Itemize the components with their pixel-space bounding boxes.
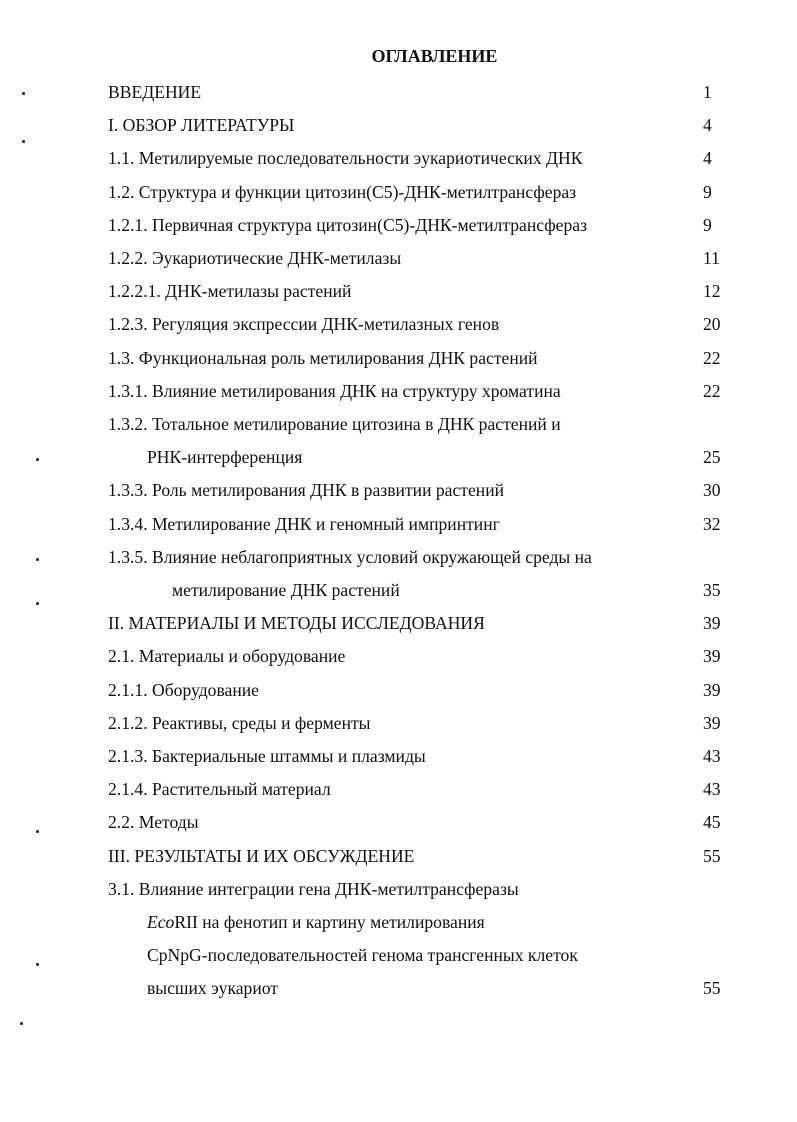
toc-entry: CpNpG-последовательностей генома трансге… bbox=[147, 943, 767, 967]
toc-page-number: 9 bbox=[703, 181, 712, 202]
page-title: ОГЛАВЛЕНИЕ bbox=[371, 46, 498, 66]
toc-entry-title: III. РЕЗУЛЬТАТЫ И ИХ ОБСУЖДЕНИЕ bbox=[108, 845, 415, 866]
toc-entry: 1.3.1. Влияние метилирования ДНК на стру… bbox=[108, 379, 728, 403]
scan-speck bbox=[22, 140, 25, 143]
toc-entry: 2.1.2. Реактивы, среды и ферменты bbox=[108, 711, 728, 735]
scan-speck bbox=[22, 92, 25, 95]
toc-entry: 2.1.1. Оборудование bbox=[108, 678, 728, 702]
toc-entry-title: РНК-интерференция bbox=[147, 447, 303, 468]
toc-page-number: 12 bbox=[703, 281, 721, 302]
toc-entry: I. ОБЗОР ЛИТЕРАТУРЫ bbox=[108, 113, 728, 137]
toc-entry: 1.3.3. Роль метилирования ДНК в развитии… bbox=[108, 478, 728, 502]
toc-entry-title: 1.2.2. Эукариотические ДНК-метилазы bbox=[108, 248, 402, 268]
toc-entry-title: 2.1. Материалы и оборудование bbox=[108, 646, 346, 667]
toc-entry: 1.3. Функциональная роль метилирования Д… bbox=[108, 346, 728, 370]
toc-entry: 1.3.2. Тотальное метилирование цитозина … bbox=[108, 412, 728, 436]
toc-entry-title: метилирование ДНК растений bbox=[172, 580, 400, 600]
toc-entry: 2.1.3. Бактериальные штаммы и плазмиды bbox=[108, 744, 728, 768]
scan-speck bbox=[36, 458, 39, 461]
toc-page-number: 39 bbox=[703, 613, 721, 634]
toc-entry-title: 1.2.2.1. ДНК-метилазы растений bbox=[108, 281, 352, 302]
toc-entry: 2.1. Материалы и оборудование bbox=[108, 644, 728, 668]
toc-page-number: 4 bbox=[703, 148, 712, 169]
toc-entry-title: 1.3.2. Тотальное метилирование цитозина … bbox=[108, 414, 561, 434]
toc-entry-title: 1.3.5. Влияние неблагоприятных условий о… bbox=[108, 546, 592, 567]
toc-page-number: 55 bbox=[703, 978, 721, 999]
toc-entry-title: 2.2. Методы bbox=[108, 812, 199, 833]
toc-entry-title: CpNpG-последовательностей генома трансге… bbox=[147, 945, 578, 966]
scan-speck bbox=[36, 558, 39, 561]
toc-page-number: 22 bbox=[703, 347, 721, 368]
toc-entry: 1.2.2. Эукариотические ДНК-метилазы bbox=[108, 246, 728, 270]
toc-page-number: 45 bbox=[703, 812, 721, 833]
toc-entry-title: 1.2.1. Первичная структура цитозин(С5)-Д… bbox=[108, 214, 588, 235]
toc-entry: ВВЕДЕНИЕ bbox=[108, 80, 728, 104]
toc-entry-title: II. МАТЕРИАЛЫ И МЕТОДЫ ИССЛЕДОВАНИЯ bbox=[108, 613, 485, 634]
toc-entry: 1.2.3. Регуляция экспрессии ДНК-метилазн… bbox=[108, 312, 728, 336]
toc-entry-title: 1.3.1. Влияние метилирования ДНК на стру… bbox=[108, 380, 561, 401]
toc-page-number: 32 bbox=[703, 513, 721, 534]
toc-page-number: 39 bbox=[703, 712, 721, 733]
toc-entry: 1.3.5. Влияние неблагоприятных условий о… bbox=[108, 545, 728, 569]
toc-entry-title: 1.2.3. Регуляция экспрессии ДНК-метилазн… bbox=[108, 314, 500, 335]
toc-entry-title: 1.3. Функциональная роль метилирования Д… bbox=[108, 347, 538, 368]
toc-entry-title: 3.1. Влияние интеграции гена ДНК-метилтр… bbox=[108, 878, 519, 899]
toc-page-number: 25 bbox=[703, 447, 721, 468]
toc-entry: метилирование ДНК растений bbox=[172, 578, 792, 602]
toc-entry: 1.2.1. Первичная структура цитозин(С5)-Д… bbox=[108, 213, 728, 237]
toc-page-number: 30 bbox=[703, 480, 721, 501]
toc-entry: EcoRII на фенотип и картину метилировани… bbox=[147, 910, 767, 934]
toc-entry: 1.3.4. Метилирование ДНК и геномный импр… bbox=[108, 512, 728, 536]
scan-speck bbox=[20, 1022, 23, 1025]
toc-entry-title: ВВЕДЕНИЕ bbox=[108, 82, 202, 102]
toc-entry: III. РЕЗУЛЬТАТЫ И ИХ ОБСУЖДЕНИЕ bbox=[108, 844, 728, 868]
toc-entry-title: I. ОБЗОР ЛИТЕРАТУРЫ bbox=[108, 115, 295, 136]
toc-entry-title: 2.1.1. Оборудование bbox=[108, 679, 259, 700]
toc-entry: 1.1. Метилируемые последовательности эук… bbox=[108, 146, 728, 170]
toc-entry-title: 1.3.3. Роль метилирования ДНК в развитии… bbox=[108, 480, 505, 501]
toc-entry-title: RII на фенотип и картину метилирования bbox=[174, 912, 485, 932]
toc-entry-title: 1.1. Метилируемые последовательности эук… bbox=[108, 148, 583, 169]
toc-entry-title: 2.1.2. Реактивы, среды и ферменты bbox=[108, 712, 371, 733]
toc-entry: II. МАТЕРИАЛЫ И МЕТОДЫ ИССЛЕДОВАНИЯ bbox=[108, 611, 728, 635]
toc-page-number: 9 bbox=[703, 214, 712, 235]
toc-page-number: 22 bbox=[703, 380, 721, 401]
toc-entry: 3.1. Влияние интеграции гена ДНК-метилтр… bbox=[108, 877, 728, 901]
toc-page-number: 55 bbox=[703, 845, 721, 866]
toc-entry-title: высших эукариот bbox=[147, 978, 278, 999]
scan-speck bbox=[36, 830, 39, 833]
scan-speck bbox=[36, 963, 39, 966]
toc-page-number: 4 bbox=[703, 115, 712, 136]
toc-page-number: 20 bbox=[703, 314, 721, 335]
toc-page-number: 43 bbox=[703, 746, 721, 766]
toc-page-number: 1 bbox=[703, 82, 712, 102]
toc-entry: 2.2. Методы bbox=[108, 810, 728, 834]
toc-entry-title: 2.1.4. Растительный материал bbox=[108, 779, 331, 800]
toc-page-number: 35 bbox=[703, 580, 721, 600]
toc-page-number: 39 bbox=[703, 679, 721, 700]
scan-speck bbox=[36, 602, 39, 605]
toc-entry: высших эукариот bbox=[147, 976, 767, 1000]
toc-entry: 1.2.2.1. ДНК-метилазы растений bbox=[108, 279, 728, 303]
toc-page-number: 39 bbox=[703, 646, 721, 667]
toc-entry-title: 1.3.4. Метилирование ДНК и геномный импр… bbox=[108, 513, 500, 534]
toc-entry-italic: Eco bbox=[147, 912, 175, 932]
toc-entry-title: 1.2. Структура и функции цитозин(С5)-ДНК… bbox=[108, 181, 577, 202]
toc-page-number: 11 bbox=[703, 248, 720, 268]
toc-entry: 2.1.4. Растительный материал bbox=[108, 777, 728, 801]
toc-entry-title: 2.1.3. Бактериальные штаммы и плазмиды bbox=[108, 746, 426, 766]
toc-page-number: 43 bbox=[703, 779, 721, 800]
toc-entry: 1.2. Структура и функции цитозин(С5)-ДНК… bbox=[108, 180, 728, 204]
toc-entry: РНК-интерференция bbox=[147, 445, 767, 469]
